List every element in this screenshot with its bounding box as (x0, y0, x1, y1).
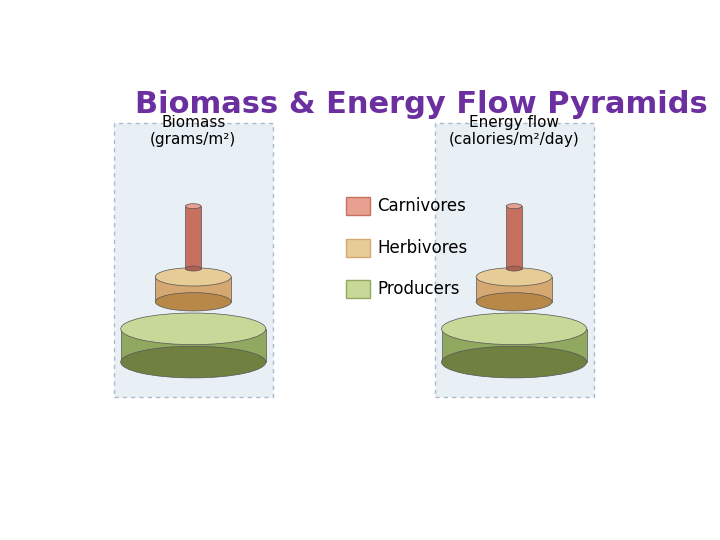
Ellipse shape (441, 313, 587, 345)
Polygon shape (506, 206, 522, 268)
Text: Energy flow
(calories/m²/day): Energy flow (calories/m²/day) (449, 114, 580, 147)
Ellipse shape (476, 293, 552, 311)
Polygon shape (156, 277, 231, 302)
Ellipse shape (121, 313, 266, 345)
Ellipse shape (156, 293, 231, 311)
Text: Herbivores: Herbivores (377, 239, 467, 256)
Polygon shape (476, 277, 552, 302)
Text: Biomass
(grams/m²): Biomass (grams/m²) (150, 114, 236, 147)
Ellipse shape (441, 346, 587, 378)
Ellipse shape (156, 268, 231, 286)
Text: Biomass & Energy Flow Pyramids: Biomass & Energy Flow Pyramids (135, 90, 707, 119)
Text: Producers: Producers (377, 280, 460, 298)
Text: Carnivores: Carnivores (377, 197, 467, 215)
FancyBboxPatch shape (346, 239, 370, 257)
Ellipse shape (186, 266, 201, 271)
Ellipse shape (121, 346, 266, 378)
FancyBboxPatch shape (114, 123, 273, 397)
Polygon shape (121, 329, 266, 362)
Ellipse shape (506, 204, 522, 208)
Polygon shape (186, 206, 201, 268)
Ellipse shape (506, 266, 522, 271)
FancyBboxPatch shape (435, 123, 593, 397)
Polygon shape (441, 329, 587, 362)
FancyBboxPatch shape (346, 197, 370, 215)
Ellipse shape (476, 268, 552, 286)
FancyBboxPatch shape (346, 280, 370, 299)
Ellipse shape (186, 204, 201, 208)
